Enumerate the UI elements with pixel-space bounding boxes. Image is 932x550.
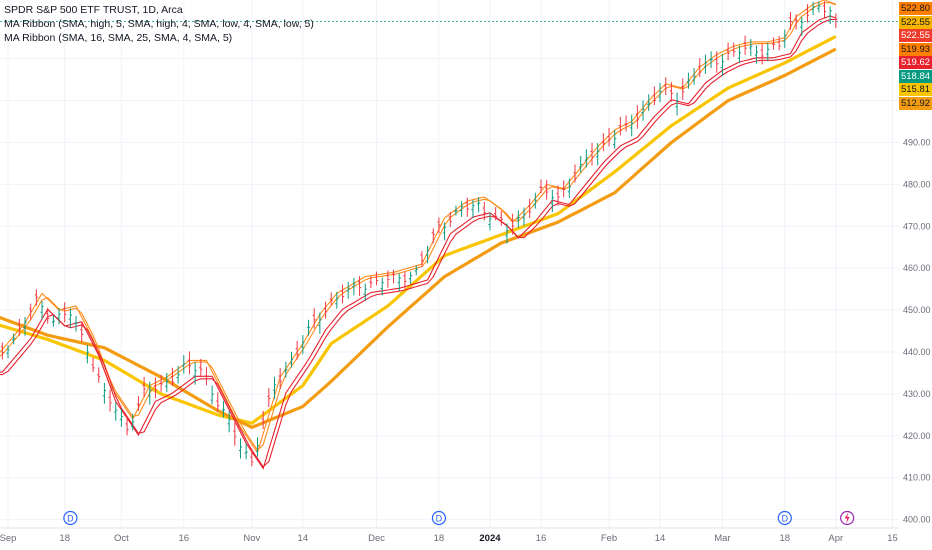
price-tick-label: 420.00 bbox=[903, 431, 931, 441]
dividend-marker-circle bbox=[63, 510, 78, 526]
time-tick-label: 18 bbox=[59, 533, 70, 544]
time-tick-label: Oct bbox=[114, 533, 129, 544]
price-tick-label: 450.00 bbox=[903, 305, 931, 315]
dividend-marker-label: D bbox=[67, 514, 74, 524]
ma-fast-line bbox=[0, 18, 836, 468]
candles bbox=[0, 1, 838, 467]
time-tick-label: Dec bbox=[368, 533, 385, 544]
price-tag: 515.81 bbox=[899, 83, 932, 96]
time-tick-label: 16 bbox=[536, 533, 547, 544]
dividend-icon[interactable]: D bbox=[63, 510, 78, 526]
dividend-marker-circle bbox=[777, 510, 792, 526]
time-tick-label: 2024 bbox=[479, 533, 501, 544]
price-tick-label: 470.00 bbox=[903, 221, 931, 231]
price-tick-label: 460.00 bbox=[903, 263, 931, 273]
ma-fast-line bbox=[0, 0, 836, 454]
price-tag: 522.55 bbox=[899, 15, 932, 29]
price-tick-label: 480.00 bbox=[903, 179, 931, 189]
dividend-marker-label: D bbox=[782, 514, 789, 524]
grid bbox=[0, 0, 899, 528]
price-tag: 522.55 bbox=[899, 29, 932, 42]
chart-legend: SPDR S&P 500 ETF TRUST, 1D, Arca MA Ribb… bbox=[4, 3, 314, 45]
time-tick-label: 14 bbox=[298, 533, 309, 544]
dividend-marker-label: D bbox=[436, 514, 443, 524]
time-axis[interactable]: Sep 18 Oct 16 Nov 14 Dec 18 2024 16 Feb 14 Mar 18 Apr 1… bbox=[0, 533, 898, 544]
price-tag: 522.80 bbox=[899, 2, 932, 15]
slow-ma-ribbon bbox=[0, 35, 837, 430]
symbol-title[interactable]: SPDR S&P 500 ETF TRUST, 1D, Arca bbox=[4, 4, 183, 16]
dividend-icon[interactable]: D bbox=[777, 510, 792, 526]
fast-ma-ribbon bbox=[0, 0, 836, 470]
time-tick-label: Mar bbox=[714, 533, 730, 544]
price-axis[interactable]: 400.00 410.00 420.00 430.00 440.00 450.00 460.… bbox=[903, 54, 931, 525]
dividend-icon[interactable]: D bbox=[431, 510, 447, 526]
ma-slow-line bbox=[0, 47, 837, 430]
price-tick-label: 490.00 bbox=[903, 137, 931, 147]
time-tick-label: Feb bbox=[601, 533, 617, 544]
price-tick-label: 440.00 bbox=[903, 347, 931, 357]
lightning-icon[interactable] bbox=[840, 510, 855, 526]
time-tick-label: 15 bbox=[887, 533, 898, 544]
price-tag: 512.92 bbox=[899, 96, 932, 110]
time-tick-label: 18 bbox=[434, 533, 445, 544]
lightning-glyph bbox=[844, 512, 850, 524]
price-tag: 518.84 bbox=[899, 69, 932, 83]
price-tick-label: 430.00 bbox=[903, 389, 931, 399]
time-tick-label: Apr bbox=[828, 533, 843, 544]
ma-fast-line bbox=[0, 15, 836, 470]
time-tick-label: Nov bbox=[243, 533, 260, 544]
price-tag: 519.62 bbox=[899, 56, 932, 69]
time-tick-label: 18 bbox=[780, 533, 791, 544]
time-tick-label: 14 bbox=[655, 533, 666, 544]
indicator-ma-ribbon-2[interactable]: MA Ribbon (SMA, 16, SMA, 25, SMA, 4, SMA… bbox=[4, 32, 233, 44]
time-tick-label: Sep bbox=[0, 533, 16, 544]
ma-slow-line bbox=[0, 35, 837, 425]
time-tick-label: 16 bbox=[178, 533, 189, 544]
indicator-ma-ribbon-1[interactable]: MA Ribbon (SMA, high, 5, SMA, high, 4, S… bbox=[4, 18, 314, 30]
price-tick-label: 400.00 bbox=[903, 515, 931, 525]
price-tick-label: 410.00 bbox=[903, 473, 931, 483]
dividend-marker-circle bbox=[431, 510, 447, 526]
ma-fast-line bbox=[0, 2, 836, 451]
price-tag: 519.93 bbox=[899, 42, 932, 56]
